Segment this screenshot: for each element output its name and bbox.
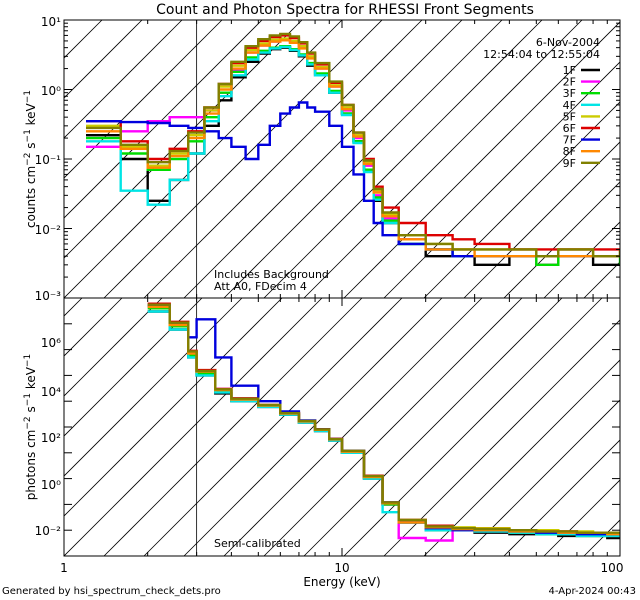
series-5F-line bbox=[147, 304, 620, 534]
hatch-line bbox=[343, 298, 603, 556]
annotation-semi-calibrated: Semi-calibrated bbox=[214, 537, 301, 550]
hatch-line bbox=[143, 20, 423, 298]
x-ticklabels: 1 10 100 bbox=[60, 561, 623, 575]
y-ticklabel: 10⁻² bbox=[35, 223, 62, 237]
hatch-line bbox=[223, 298, 483, 556]
y-ticklabel: 10⁰ bbox=[41, 478, 61, 492]
legend-label-6F: 6F bbox=[563, 122, 576, 135]
hatched-region-bottom bbox=[0, 298, 620, 556]
x-ticklabel: 100 bbox=[601, 561, 624, 575]
legend-label-2F: 2F bbox=[563, 76, 576, 89]
y-ticklabel: 10⁴ bbox=[41, 385, 61, 399]
hatch-line bbox=[0, 20, 22, 298]
hatch-line bbox=[383, 319, 620, 556]
hatch-line bbox=[343, 21, 620, 298]
hatch-line bbox=[503, 181, 620, 298]
y-ticklabel: 10⁻³ bbox=[35, 289, 62, 303]
annotation-background: Includes Background bbox=[214, 268, 329, 281]
hatched-region-top bbox=[0, 20, 620, 298]
hatch-line bbox=[64, 298, 163, 397]
observation-date: 6-Nov-2004 bbox=[536, 36, 600, 49]
ylabel-part: photons cm bbox=[24, 430, 38, 501]
hatch-line bbox=[423, 359, 620, 556]
ylabel-part: keV bbox=[24, 366, 38, 393]
series-7F-line bbox=[147, 304, 620, 536]
hatch-line bbox=[103, 20, 383, 298]
hatch-line bbox=[423, 101, 620, 298]
hatch-line bbox=[64, 298, 203, 437]
ylabel-exp: −1 bbox=[23, 129, 33, 142]
legend-label-3F: 3F bbox=[563, 87, 576, 100]
ylabel-exp: −2 bbox=[23, 153, 33, 166]
ylabel-exp: −1 bbox=[23, 90, 33, 103]
chart-title: Count and Photon Spectra for RHESSI Fron… bbox=[156, 2, 534, 18]
observation-time-range: 12:54:04 to 12:55:04 bbox=[483, 48, 600, 61]
ylabel-part: keV bbox=[24, 102, 38, 129]
y-ticklabel: 10⁶ bbox=[41, 336, 61, 350]
y-axis-label-bottom: photons cm−2 s−1 keV−1 bbox=[23, 354, 38, 500]
legend-label-7F: 7F bbox=[563, 134, 576, 147]
y-ticklabels-bottom: 10⁶ 10⁴ 10² 10⁰ 10⁻² bbox=[35, 336, 62, 538]
y-ticklabel: 10¹ bbox=[41, 15, 61, 29]
hatch-line bbox=[543, 221, 620, 298]
hatch-line bbox=[463, 141, 620, 298]
hatch-line bbox=[103, 298, 363, 556]
series-group-bottom bbox=[147, 302, 620, 542]
hatch-line bbox=[183, 20, 463, 298]
hatch-line bbox=[64, 298, 243, 477]
ylabel-exp: −2 bbox=[23, 416, 33, 429]
legend-label-8F: 8F bbox=[563, 145, 576, 158]
hatch-line bbox=[64, 20, 183, 139]
ylabel-exp: −1 bbox=[23, 354, 33, 367]
hatch-line bbox=[263, 298, 523, 556]
x-axis-label: Energy (keV) bbox=[303, 575, 380, 589]
y-ticklabel: 10⁻² bbox=[35, 524, 62, 538]
hatch-line bbox=[64, 20, 143, 99]
hatch-line bbox=[64, 298, 123, 357]
y-ticklabel: 10⁻¹ bbox=[35, 153, 62, 167]
x-ticklabel: 10 bbox=[334, 561, 349, 575]
hatch-line bbox=[503, 439, 620, 556]
hatch-line bbox=[0, 298, 42, 556]
series-9F-line bbox=[147, 303, 620, 534]
x-ticklabel: 1 bbox=[60, 561, 68, 575]
ylabel-part: s bbox=[24, 142, 38, 152]
hatch-line bbox=[0, 298, 2, 556]
series-9F-line bbox=[86, 32, 620, 258]
legend-label-1F: 1F bbox=[563, 64, 576, 77]
hatch-line bbox=[303, 298, 563, 556]
hatch-line bbox=[64, 298, 283, 517]
hatch-line bbox=[463, 399, 620, 556]
y-ticklabel: 10² bbox=[41, 431, 61, 445]
hatch-line bbox=[64, 298, 323, 556]
hatch-line bbox=[143, 298, 403, 556]
generated-by: Generated by hsi_spectrum_check_dets.pro bbox=[2, 586, 221, 597]
legend-label-5F: 5F bbox=[563, 110, 576, 123]
ylabel-part: s bbox=[24, 406, 38, 416]
hatch-line bbox=[303, 20, 583, 298]
hatch-line bbox=[383, 61, 620, 298]
hatch-line bbox=[183, 298, 443, 556]
generated-timestamp: 4-Apr-2024 00:43 bbox=[549, 586, 636, 597]
annotation-attenuator: Att A0, FDecim 4 bbox=[214, 280, 307, 293]
legend-label-4F: 4F bbox=[563, 99, 576, 112]
ylabel-part: counts cm bbox=[24, 166, 38, 228]
series-8F-line bbox=[147, 305, 620, 536]
hatch-line bbox=[263, 20, 543, 298]
ylabel-exp: −1 bbox=[23, 393, 33, 406]
y-axis-label-top: counts cm−2 s−1 keV−1 bbox=[23, 90, 38, 228]
series-6F-line bbox=[147, 302, 620, 534]
hatch-line bbox=[64, 20, 223, 179]
series-group-top bbox=[86, 32, 620, 266]
y-ticklabels-top: 10¹ 10⁰ 10⁻¹ 10⁻² 10⁻³ bbox=[35, 15, 62, 303]
hatch-line bbox=[543, 479, 620, 556]
legend-label-9F: 9F bbox=[563, 157, 576, 170]
axis-ticks bbox=[63, 19, 621, 557]
y-ticklabel: 10⁰ bbox=[41, 84, 61, 98]
plot-frame-bottom bbox=[63, 297, 621, 557]
hatch-line bbox=[64, 20, 343, 298]
